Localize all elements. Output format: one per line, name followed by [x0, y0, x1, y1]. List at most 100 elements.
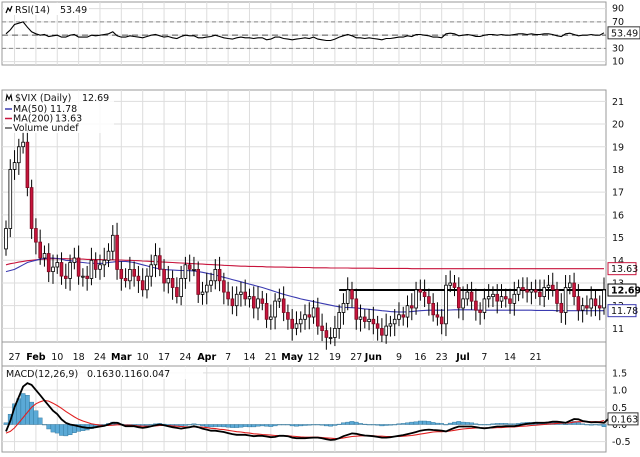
candle-body: [431, 302, 435, 316]
candle-body: [260, 298, 265, 304]
date-tick-label: 17: [158, 352, 170, 363]
macd-histogram-bar: [435, 422, 440, 425]
candle-body: [145, 275, 149, 291]
candle-body: [303, 314, 307, 320]
candle-body: [166, 277, 171, 284]
candle-body: [132, 268, 137, 277]
candle-body: [200, 291, 205, 295]
candle-body: [409, 305, 414, 309]
candle-body: [21, 141, 25, 148]
price-tick-label: 19: [612, 142, 624, 153]
macd-histogram-bar: [439, 423, 445, 425]
candle-body: [602, 289, 606, 309]
macd-histogram-bar: [212, 424, 218, 427]
macd-histogram-bar: [422, 420, 428, 425]
price-tick-label: 20: [612, 120, 624, 131]
candle-body: [264, 302, 269, 320]
ma50-tag-box: [607, 304, 637, 318]
candle-body: [192, 268, 196, 271]
rsi-tick-label: 90: [612, 4, 624, 15]
date-tick-label: 21: [530, 352, 542, 363]
candle-body: [512, 293, 517, 304]
date-tick-label: 27: [8, 352, 20, 363]
candle-body: [375, 323, 380, 329]
macd-histogram-bar: [597, 424, 603, 426]
rsi-title: RSI(14): [15, 5, 50, 16]
candle-body: [397, 314, 401, 320]
macd-histogram-bar: [289, 424, 295, 427]
candle-body: [268, 316, 273, 320]
candle-body: [555, 289, 559, 304]
macd-histogram-bar: [234, 424, 240, 428]
macd-line: [5, 382, 609, 441]
macd-histogram-bar: [272, 424, 278, 427]
candle-body: [563, 287, 568, 313]
candle-body: [401, 314, 406, 318]
macd-histogram-bar: [144, 424, 150, 426]
macd-histogram-bar: [259, 424, 265, 427]
candle-body: [29, 187, 34, 229]
candle-body: [290, 318, 294, 329]
candle-body: [307, 314, 312, 318]
macd-histogram-bar: [302, 424, 308, 426]
macd-histogram-bar: [593, 424, 598, 426]
candle-body: [576, 296, 581, 311]
candle-body: [333, 327, 337, 338]
macd-histogram-bar: [255, 424, 261, 427]
candle-body: [465, 291, 470, 300]
candle-body: [439, 316, 444, 325]
candle-body: [371, 318, 376, 325]
rsi-tick-label: 10: [612, 57, 624, 68]
candle-body: [337, 312, 341, 329]
macd-tick-label: -0.5: [612, 437, 631, 448]
candle-body: [98, 264, 102, 270]
macd-tick-label: 1.0: [612, 386, 627, 397]
date-tick-label: 16: [414, 352, 426, 363]
candle-body: [294, 323, 299, 329]
macd-histogram-bar: [375, 424, 381, 426]
macd-histogram-bar: [33, 410, 39, 425]
candle-body: [525, 289, 529, 293]
candle-body: [4, 228, 8, 250]
macd-value: 0.163: [87, 369, 114, 380]
candle-body: [559, 302, 564, 313]
candle-body: [508, 298, 512, 304]
macd-histogram-bar: [195, 424, 201, 426]
candle-body: [153, 255, 158, 266]
macd-histogram-bar: [388, 424, 393, 426]
legend-value-1: 13.63: [55, 114, 82, 125]
date-tick-label: 10: [137, 352, 149, 363]
macd-histogram-bar: [200, 424, 205, 427]
candle-body: [354, 298, 359, 320]
rsi-value: 53.49: [60, 5, 87, 16]
candle-body: [243, 291, 248, 300]
candle-body: [474, 300, 478, 311]
macd-hist-value: 0.047: [143, 369, 170, 380]
candle-body: [234, 293, 239, 307]
macd-histogram-bar: [264, 424, 269, 427]
macd-histogram-bar: [208, 424, 214, 428]
macd-histogram-bar: [392, 424, 398, 426]
candle-body: [68, 262, 72, 279]
ma200-tag-box: [607, 262, 637, 276]
last-price-tag-box: [607, 283, 637, 297]
candle-body: [521, 287, 525, 291]
date-tick-label: Apr: [197, 352, 216, 363]
macd-histogram-bar: [580, 423, 586, 425]
date-tick-label: 9: [396, 352, 402, 363]
ma200-tag: 13.63: [611, 264, 638, 275]
macd-histogram-bar: [341, 422, 346, 425]
candle-body: [298, 318, 303, 325]
legend-bg: [4, 91, 114, 133]
candle-body: [123, 277, 128, 282]
candle-body: [183, 264, 188, 279]
date-tick-label: May: [281, 352, 304, 363]
macd-histogram-bar: [217, 424, 222, 427]
candle-body: [585, 305, 589, 309]
last-price-tag: 12.69: [611, 286, 640, 297]
macd-tick-label: 0.5: [612, 403, 627, 414]
candle-body: [589, 298, 593, 309]
price-tick-label: 16: [612, 210, 624, 221]
candle-body: [149, 264, 154, 277]
candle-body: [597, 305, 602, 309]
